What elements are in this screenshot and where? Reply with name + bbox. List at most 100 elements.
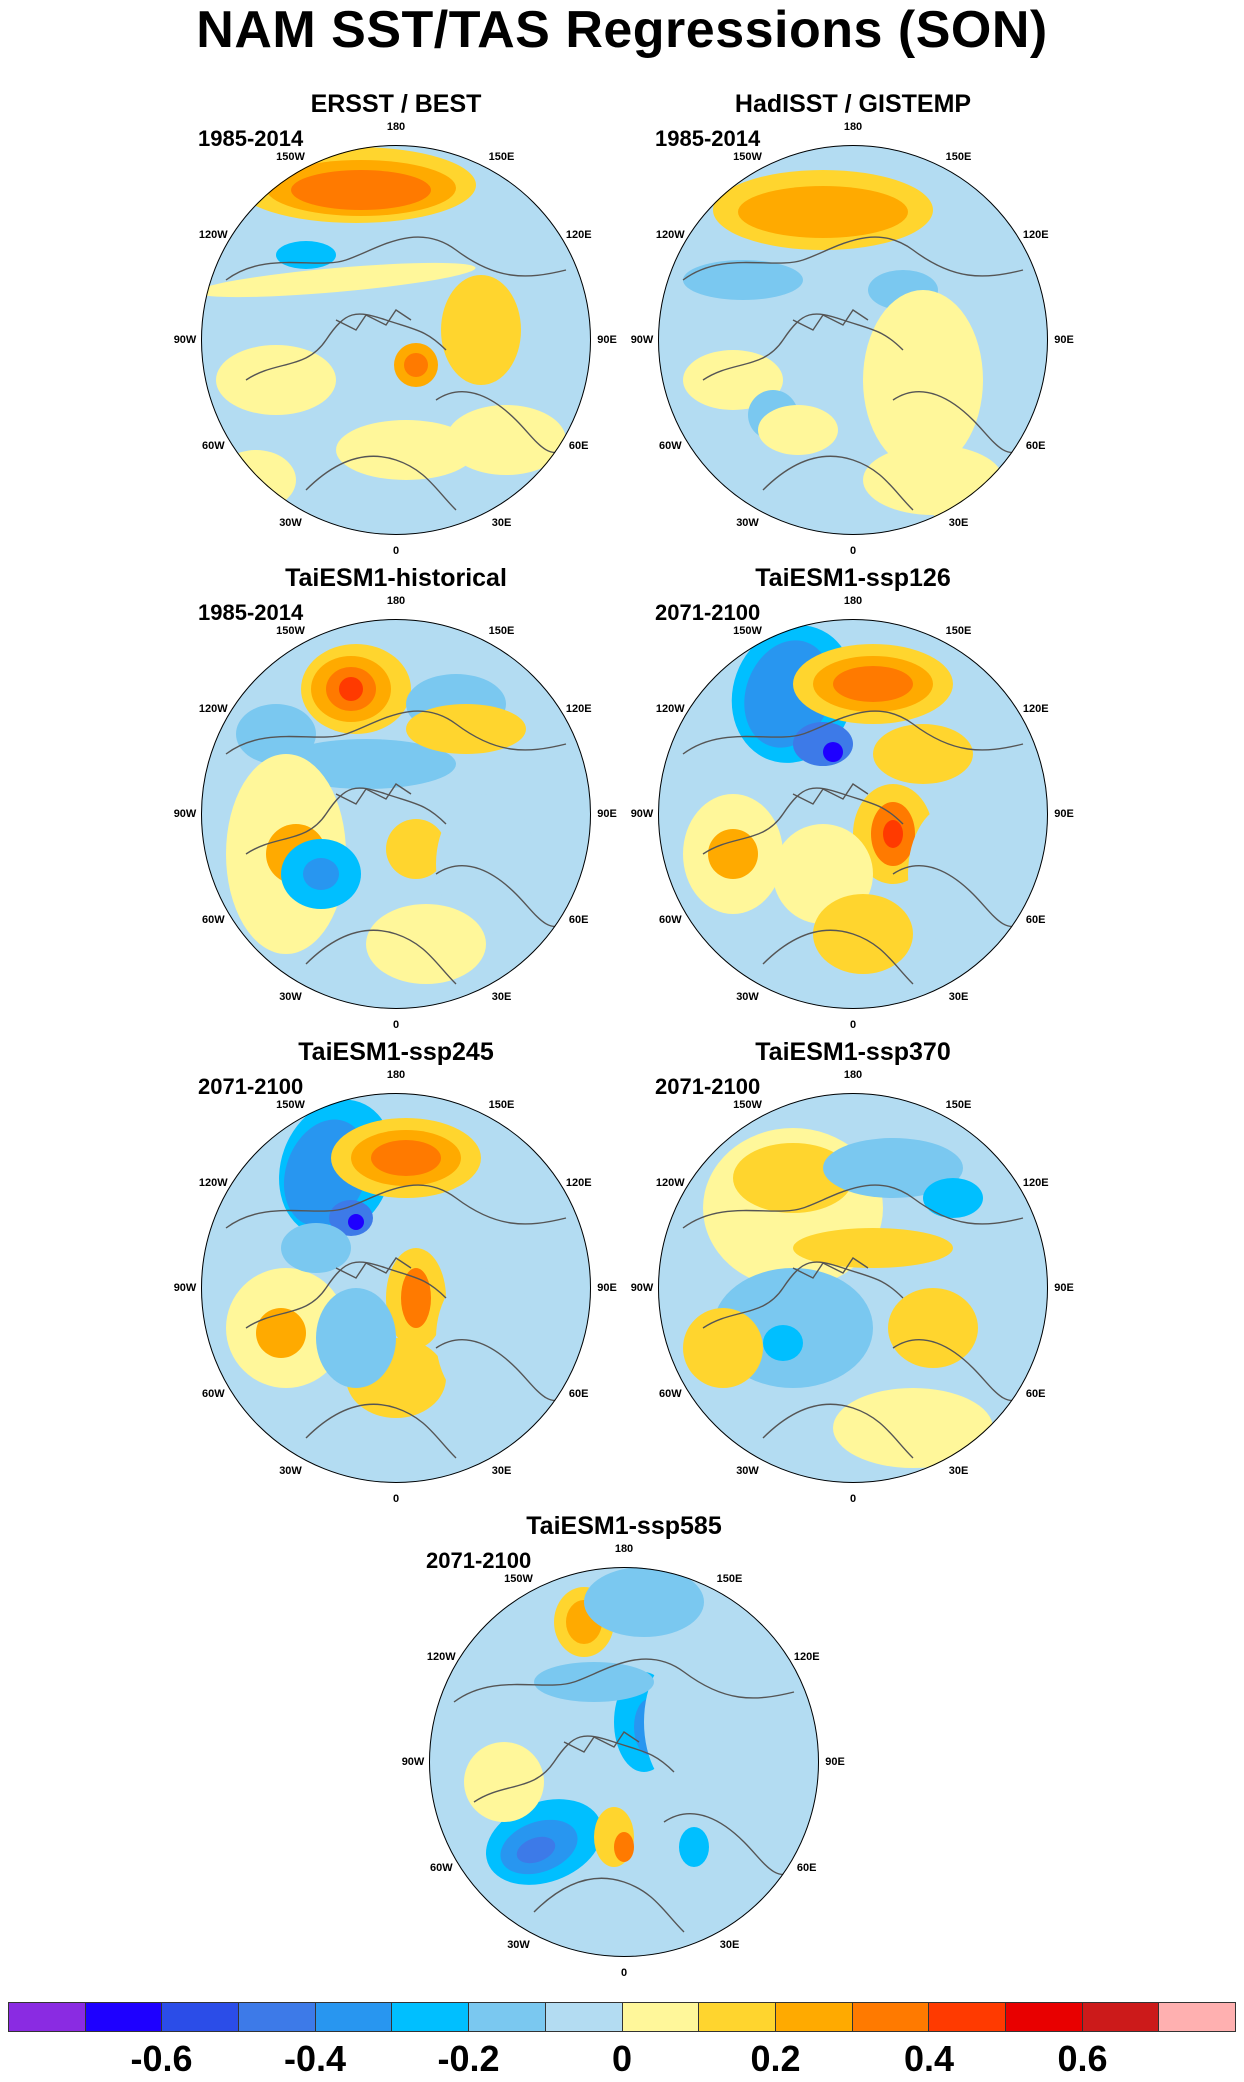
coastline [473,1735,675,1803]
anomaly-contour [708,829,758,879]
longitude-label: 90W [630,1282,654,1294]
longitude-label: 90E [825,1756,845,1768]
map-border [201,1093,591,1483]
coastline [702,313,904,381]
anomaly-contour [733,1143,853,1213]
map-border [658,145,1048,535]
panel-period: 1985-2014 [655,126,761,151]
map-border [201,145,591,535]
longitude-label: 30E [948,516,969,529]
anomaly-contour [336,420,476,480]
longitude-label: 0 [849,545,857,557]
anomaly-contour [883,820,903,848]
longitude-label: 90E [597,808,617,820]
coastline [245,313,447,381]
coastline [453,1658,795,1703]
colorbar-box [9,2003,86,2031]
polar-map [658,619,1048,1009]
coastline [305,455,457,511]
coastline [702,1261,904,1329]
anomaly-contour [923,1178,983,1218]
panel-period: 1985-2014 [198,600,304,625]
anomaly-contour [683,1308,763,1388]
anomaly-contour [366,904,486,984]
anomaly-contour [281,1223,351,1273]
anomaly-contour [644,1652,724,1792]
longitude-label: 120E [565,1176,592,1189]
colorbar-box [545,2003,623,2031]
colorbar-box [239,2003,316,2031]
anomaly-contour [441,275,521,385]
colorbar-box [929,2003,1006,2031]
longitude-label: 60W [429,1861,453,1874]
coastline [225,710,567,755]
longitude-label: 120W [198,702,228,715]
polar-map [658,145,1048,535]
coastline [225,236,567,281]
anomaly-contour [584,1567,704,1637]
coastline [335,783,412,805]
coastline [533,1877,685,1933]
longitude-label: 180 [843,1069,863,1081]
colorbar-box [622,2003,700,2031]
coastline [892,865,1024,928]
longitude-label: 60W [658,1387,682,1400]
colorbar-box [162,2003,240,2031]
longitude-label: 0 [392,1019,400,1031]
longitude-label: 90W [173,1282,197,1294]
colorbar-box [852,2003,930,2031]
longitude-label: 150E [716,1573,743,1586]
coastline [663,1813,795,1876]
longitude-label: 90W [401,1756,425,1768]
longitude-label: 120W [655,1176,685,1189]
anomaly-contour [516,1836,556,1864]
anomaly-contour [763,1325,803,1361]
longitude-label: 150E [945,625,972,638]
colorbar-box [1082,2003,1160,2031]
colorbar-box [85,2003,163,2031]
anomaly-contour [316,1288,396,1388]
anomaly-contour [436,794,536,934]
colorbar-box [1159,2003,1235,2031]
longitude-label: 120W [198,1176,228,1189]
colorbar-box [469,2003,546,2031]
longitude-label: 60E [1025,913,1046,926]
polar-map [658,1093,1048,1483]
longitude-label: 60E [568,913,589,926]
colorbar-tick-label: -0.2 [437,2038,500,2079]
colorbar [8,2002,1236,2032]
anomaly-contour [406,704,526,754]
longitude-label: 120E [793,1650,820,1663]
anomaly-contour [256,1308,306,1358]
coastline [245,787,447,855]
polar-map [201,145,591,535]
colorbar-tick-label: 0 [611,2038,633,2079]
anomaly-contour [216,450,296,510]
longitude-label: 150E [488,151,515,164]
longitude-label: 60W [658,439,682,452]
polar-map [429,1567,819,1957]
longitude-label: 60E [796,1861,817,1874]
panel-period: 2071-2100 [198,1074,304,1099]
longitude-label: 30E [491,1464,512,1477]
longitude-label: 60W [201,439,225,452]
longitude-label: 90E [1054,1282,1074,1294]
anomaly-contour [386,819,446,879]
anomaly-contour [446,405,566,475]
longitude-label: 60W [201,1387,225,1400]
coastline [762,1403,914,1459]
colorbar-tick-label: 0.2 [750,2038,801,2079]
anomaly-contour [291,170,431,210]
anomaly-contour [276,241,336,269]
anomaly-contour [436,1268,536,1408]
panel-period: 2071-2100 [426,1548,532,1573]
anomaly-contour [371,1140,441,1176]
longitude-label: 90E [597,334,617,346]
map-border [429,1567,819,1957]
coastline [305,1403,457,1459]
longitude-label: 150E [488,1099,515,1112]
colorbar-tick-label: -0.6 [130,2038,193,2079]
coastline [792,783,869,805]
coastline [682,710,1024,755]
longitude-label: 120E [565,702,592,715]
